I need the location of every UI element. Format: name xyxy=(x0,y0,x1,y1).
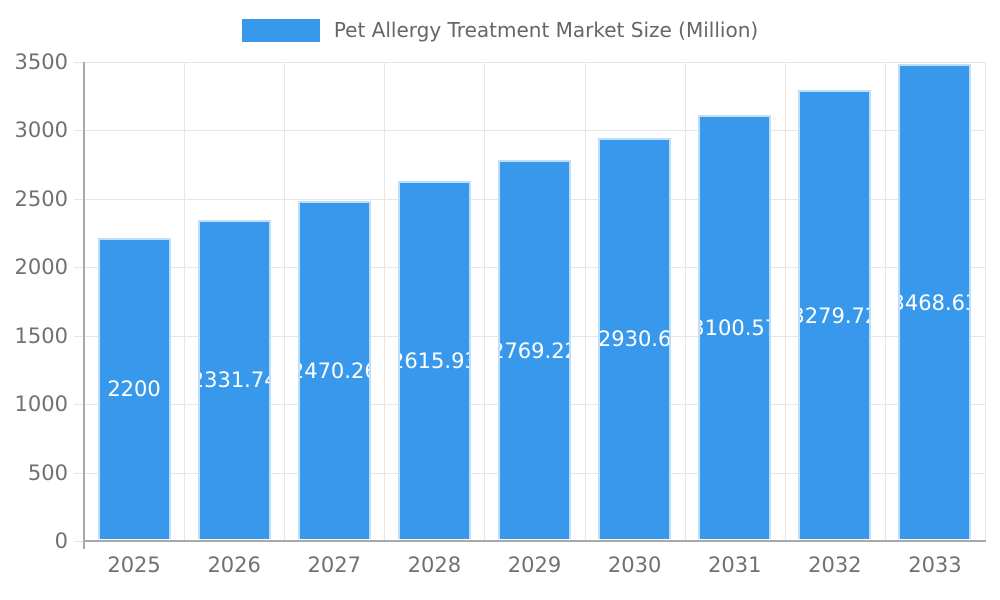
chart-legend[interactable]: Pet Allergy Treatment Market Size (Milli… xyxy=(0,18,1000,42)
y-tick-label: 2000 xyxy=(14,255,68,280)
y-tick-label: 1500 xyxy=(14,323,68,348)
x-axis-line xyxy=(83,540,986,542)
x-tick-label: 2030 xyxy=(607,553,662,577)
x-gridline xyxy=(184,62,186,541)
bar-2030[interactable]: 2930.6 xyxy=(598,137,672,539)
x-axis-tick xyxy=(784,479,786,488)
x-axis-tick xyxy=(384,479,386,488)
x-tick-label: 2033 xyxy=(908,553,962,577)
bar-value-label: 3100.57 xyxy=(700,315,769,340)
x-gridline xyxy=(884,62,886,541)
bar-value-label: 3279.72 xyxy=(800,303,869,328)
x-gridline xyxy=(684,62,686,541)
bar-value-label: 2930.6 xyxy=(598,327,672,352)
y-tick-label: 500 xyxy=(27,460,68,485)
y-axis-tick xyxy=(74,267,84,269)
y-tick-label: 3500 xyxy=(14,50,68,74)
y-axis-tick xyxy=(74,404,84,406)
y-axis-tick xyxy=(74,62,84,63)
x-tick-label: 2027 xyxy=(307,553,361,577)
y-gridline xyxy=(84,130,985,132)
bar-2025[interactable]: 2200 xyxy=(97,237,171,539)
y-tick-label: 2500 xyxy=(14,186,68,211)
bar-value-label: 2200 xyxy=(107,377,161,402)
bar-value-label: 2470.26 xyxy=(300,358,369,383)
x-axis-tick xyxy=(484,479,486,488)
bar-2033[interactable]: 3468.63 xyxy=(898,64,972,539)
y-axis-tick xyxy=(74,130,84,132)
bar-2027[interactable]: 2470.26 xyxy=(297,200,371,539)
x-gridline xyxy=(484,62,486,541)
x-tick-label: 2032 xyxy=(808,553,862,577)
x-gridline xyxy=(284,62,286,541)
x-gridline xyxy=(384,62,386,541)
y-tick-label: 1000 xyxy=(14,392,68,417)
y-axis-line xyxy=(83,62,85,549)
y-axis-tick xyxy=(74,335,84,337)
x-axis-tick xyxy=(284,479,286,488)
x-axis-tick xyxy=(884,479,886,488)
y-gridline xyxy=(84,62,985,63)
x-tick-label: 2028 xyxy=(407,553,462,577)
x-tick-label: 2026 xyxy=(207,553,261,577)
x-tick-label: 2029 xyxy=(507,553,562,577)
y-axis-tick xyxy=(74,472,84,474)
bar-2026[interactable]: 2331.74 xyxy=(197,219,271,539)
x-tick-label: 2025 xyxy=(107,553,161,577)
bar-2032[interactable]: 3279.72 xyxy=(798,90,872,539)
x-axis-tick xyxy=(684,479,686,488)
y-tick-label: 3000 xyxy=(14,118,68,143)
legend-label: Pet Allergy Treatment Market Size (Milli… xyxy=(333,18,759,42)
bar-value-label: 2331.74 xyxy=(200,368,269,393)
y-axis-tick xyxy=(74,541,84,542)
bar-2029[interactable]: 2769.22 xyxy=(498,160,571,539)
legend-swatch xyxy=(241,18,320,42)
x-gridline xyxy=(784,62,786,541)
x-axis-tick xyxy=(985,479,986,488)
bar-2031[interactable]: 3100.57 xyxy=(698,114,772,539)
y-axis-tick xyxy=(74,198,84,200)
x-axis-tick xyxy=(584,479,586,488)
x-gridline xyxy=(584,62,586,541)
x-axis-tick xyxy=(184,479,186,488)
bar-value-label: 3468.63 xyxy=(900,290,969,315)
bar-value-label: 2769.22 xyxy=(500,338,569,363)
x-gridline xyxy=(985,62,986,541)
x-tick-label: 2031 xyxy=(707,553,762,577)
y-tick-label: 0 xyxy=(54,529,68,553)
